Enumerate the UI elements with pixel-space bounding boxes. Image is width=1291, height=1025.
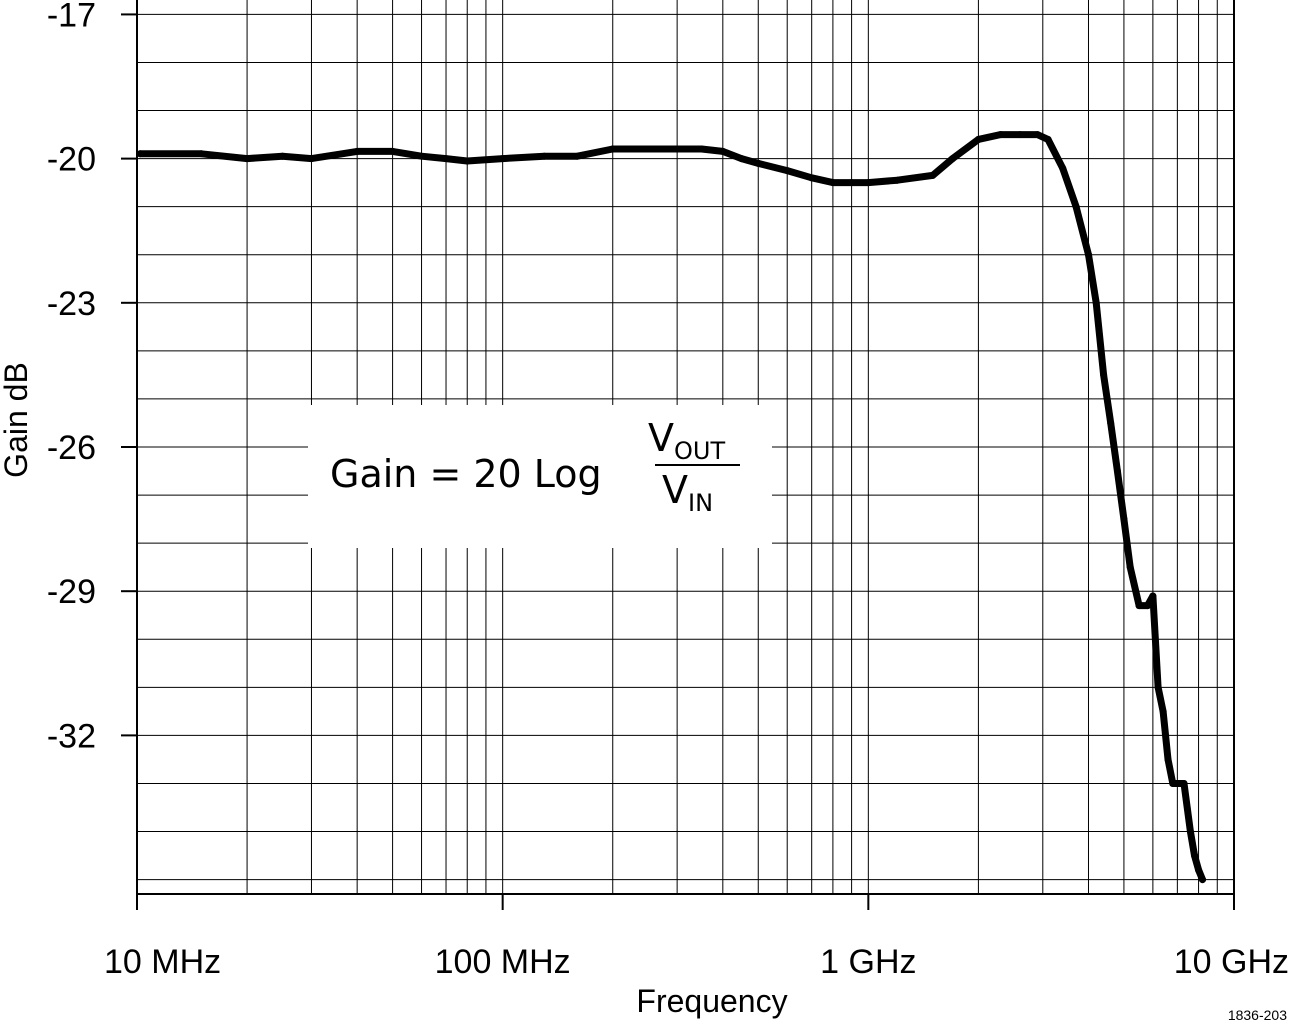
data-point: [442, 155, 450, 163]
series-layer: [136, 131, 1206, 884]
x-tick-label: 100 MHz: [435, 943, 571, 981]
data-point: [738, 155, 746, 163]
data-point: [1033, 131, 1041, 139]
tick-labels: 10 MHz 100 MHz 1 GHz 10 GHz -17 -20 -23 -26 -29 -…: [47, 0, 1289, 981]
y-tick-label: -20: [47, 141, 96, 179]
data-point: [673, 145, 681, 153]
data-point: [1107, 419, 1115, 427]
formula-background: [308, 405, 772, 548]
data-point: [893, 176, 901, 184]
data-point: [949, 155, 957, 163]
data-point: [754, 159, 762, 167]
data-point: [1126, 563, 1134, 571]
data-point: [783, 167, 791, 175]
data-point: [1186, 828, 1194, 836]
data-point: [463, 157, 471, 165]
data-point: [1084, 251, 1092, 259]
formula-denominator: VIN: [662, 468, 713, 517]
data-point: [1159, 707, 1167, 715]
y-tick-label: -17: [47, 0, 96, 34]
y-tick-label: -23: [47, 285, 96, 323]
formula-denominator-v: V: [662, 468, 688, 512]
data-point: [1100, 371, 1108, 379]
data-point: [1180, 779, 1188, 787]
data-point: [808, 174, 816, 182]
data-point: [719, 147, 727, 155]
data-point: [1044, 135, 1052, 143]
formula-numerator: VOUT: [648, 416, 725, 465]
x-tick-label: 10 GHz: [1174, 943, 1289, 981]
data-point: [1164, 755, 1172, 763]
data-point: [243, 155, 251, 163]
data-point: [353, 147, 361, 155]
data-point: [1059, 164, 1067, 172]
data-point: [848, 179, 856, 187]
data-point: [829, 179, 837, 187]
y-tick-label: -32: [47, 717, 96, 755]
data-point: [1149, 592, 1157, 600]
data-point: [997, 131, 1005, 139]
y-axis-title: Gain dB: [0, 362, 34, 478]
data-point: [1191, 852, 1199, 860]
figure-id: 1836-203: [1228, 1007, 1287, 1023]
data-point: [307, 155, 315, 163]
x-axis-title: Frequency: [636, 983, 787, 1019]
data-point: [1120, 515, 1128, 523]
data-point: [573, 152, 581, 160]
data-point: [1092, 299, 1100, 307]
data-point: [1173, 779, 1181, 787]
data-point: [1135, 602, 1143, 610]
data-point: [609, 145, 617, 153]
x-tick-label: 10 MHz: [104, 943, 221, 981]
formula-numerator-sub: OUT: [674, 437, 725, 465]
data-point: [1195, 866, 1203, 874]
data-point: [1143, 602, 1151, 610]
data-point: [540, 152, 548, 160]
formula-denominator-sub: IN: [688, 489, 713, 517]
y-tick-label: -29: [47, 573, 96, 611]
data-point: [698, 145, 706, 153]
data-point: [197, 150, 205, 158]
data-point: [1198, 876, 1206, 884]
data-point: [974, 135, 982, 143]
data-point: [136, 150, 144, 158]
data-point: [1154, 683, 1162, 691]
data-point: [929, 171, 937, 179]
data-point: [1016, 131, 1024, 139]
data-point: [1072, 203, 1080, 211]
data-point: [1113, 467, 1121, 475]
data-point: [499, 155, 507, 163]
data-point: [389, 147, 397, 155]
data-point: [864, 179, 872, 187]
formula-main: Gain = 20 Log: [330, 452, 602, 496]
data-point: [644, 145, 652, 153]
formula-numerator-v: V: [648, 416, 674, 460]
data-point: [279, 152, 287, 160]
x-tick-label: 1 GHz: [820, 943, 916, 981]
y-tick-label: -26: [47, 429, 96, 467]
data-point: [418, 152, 426, 160]
